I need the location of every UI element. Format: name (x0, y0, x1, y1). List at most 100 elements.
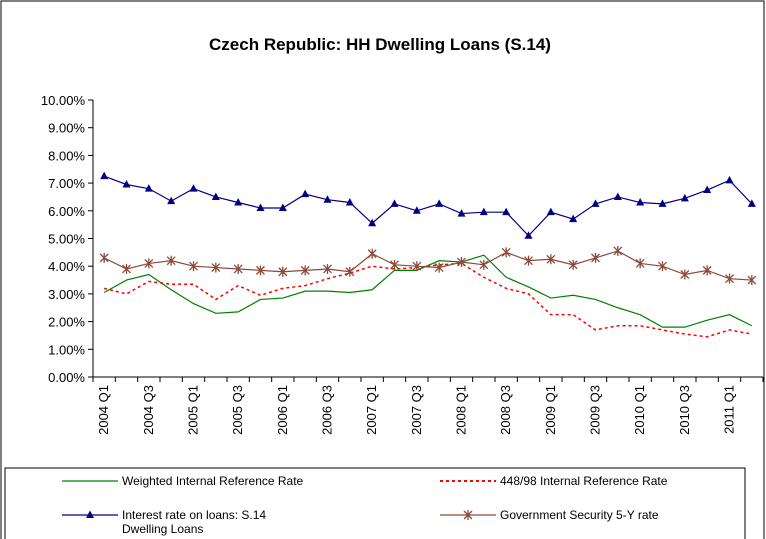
x-tick-label: 2011 Q1 (722, 385, 737, 434)
marker (569, 214, 578, 223)
legend-label: Interest rate on loans: S.14 Dwelling Lo… (122, 508, 267, 536)
marker (747, 275, 757, 286)
marker (189, 261, 198, 272)
marker (278, 266, 288, 277)
marker (345, 266, 355, 277)
marker (412, 261, 422, 272)
marker (703, 185, 712, 194)
marker (636, 197, 645, 206)
marker (345, 197, 354, 206)
y-tick-label: 10.00% (41, 93, 86, 108)
marker (434, 262, 444, 273)
marker (189, 184, 198, 192)
x-tick-label: 2008 Q1 (454, 385, 469, 435)
marker (568, 259, 578, 270)
marker (680, 269, 690, 280)
y-tick-label: 6.00% (48, 204, 85, 219)
marker (546, 254, 556, 265)
series-line (103, 262, 752, 338)
marker (122, 263, 131, 274)
x-tick-label: 2010 Q3 (677, 385, 692, 435)
marker (144, 184, 153, 192)
x-tick-label: 2010 Q1 (632, 385, 647, 435)
marker (635, 258, 645, 269)
legend-label: Government Security 5-Y rate (500, 508, 659, 522)
x-tick-label: 2006 Q1 (275, 385, 290, 435)
x-tick-label: 2004 Q3 (141, 385, 156, 435)
marker (613, 245, 623, 256)
marker (502, 207, 511, 216)
marker (702, 265, 712, 276)
marker (278, 203, 287, 212)
marker (524, 231, 533, 239)
marker (256, 203, 265, 212)
x-tick-label: 2005 Q1 (186, 385, 201, 435)
x-tick-label: 2008 Q3 (498, 385, 513, 435)
y-tick-label: 2.00% (48, 315, 85, 330)
marker (435, 199, 444, 207)
y-tick-label: 1.00% (48, 342, 85, 357)
marker (390, 259, 399, 270)
marker (368, 218, 377, 227)
marker (613, 192, 622, 200)
x-tick-label: 2004 Q1 (96, 385, 111, 435)
marker (86, 510, 94, 518)
x-tick-label: 2006 Q3 (320, 385, 335, 435)
marker (233, 263, 243, 274)
marker (591, 252, 600, 263)
marker (457, 209, 466, 217)
marker (479, 207, 488, 216)
marker (300, 265, 310, 276)
y-tick-label: 0.00% (48, 370, 85, 385)
y-tick-label: 8.00% (48, 148, 85, 163)
marker (367, 248, 377, 259)
y-tick-label: 3.00% (48, 287, 85, 302)
y-tick-label: 9.00% (48, 121, 85, 136)
marker (144, 258, 154, 269)
legend-box (4, 467, 746, 539)
marker (463, 510, 473, 520)
marker (501, 247, 511, 258)
y-tick-label: 7.00% (48, 176, 85, 191)
marker (323, 263, 332, 274)
marker (390, 199, 399, 207)
marker (166, 255, 176, 266)
x-tick-label: 2007 Q1 (364, 385, 379, 435)
marker (100, 171, 109, 180)
x-tick-label: 2009 Q1 (543, 385, 558, 435)
marker (680, 193, 689, 202)
marker (524, 255, 533, 266)
marker (323, 195, 332, 203)
marker (234, 197, 243, 206)
series-line (103, 175, 753, 237)
marker (658, 199, 667, 207)
legend-label: 448/98 Internal Reference Rate (500, 474, 668, 488)
marker (211, 192, 220, 200)
marker (99, 252, 109, 263)
chart-title: Czech Republic: HH Dwelling Loans (S.14) (209, 35, 551, 54)
marker (412, 206, 421, 214)
series-line (103, 250, 752, 281)
marker (256, 265, 265, 276)
marker (725, 175, 734, 184)
marker (479, 259, 489, 270)
marker (167, 196, 176, 205)
marker (122, 179, 131, 188)
y-tick-label: 4.00% (48, 259, 85, 274)
marker (658, 261, 667, 272)
marker (591, 199, 600, 207)
x-tick-label: 2005 Q3 (230, 385, 245, 435)
marker (301, 189, 310, 198)
x-tick-label: 2009 Q3 (588, 385, 603, 435)
marker (747, 199, 756, 207)
y-tick-label: 5.00% (48, 232, 85, 247)
x-tick-label: 2007 Q3 (409, 385, 424, 435)
marker (457, 257, 466, 268)
marker (211, 262, 221, 273)
legend-label: Weighted Internal Reference Rate (122, 474, 304, 488)
marker (546, 207, 555, 216)
marker (725, 273, 734, 284)
